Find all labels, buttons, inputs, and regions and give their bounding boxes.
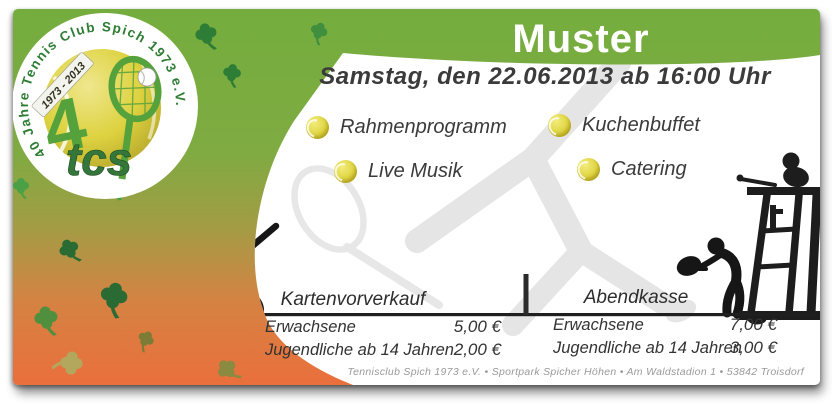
price-row-label: Jugendliche ab 14 Jahren: [265, 341, 454, 359]
club-logo: 40 Jahre Tennis Club Spich 1973 e.V. 4 t…: [13, 13, 198, 199]
logo-racket-icon: [108, 55, 162, 180]
feature-item: Catering: [577, 158, 687, 181]
price-column-header-boxoffice: Abendkasse: [583, 287, 689, 308]
feature-item: Kuchenbuffet: [548, 114, 700, 137]
watermark-racket-icon: [291, 165, 443, 309]
price-row-value: 7,00 €: [729, 315, 777, 334]
feature-item: Rahmenprogramm: [306, 116, 507, 139]
feature-label: Catering: [611, 158, 687, 180]
gradient-frame: [13, 9, 820, 385]
feature-item: Live Musik: [334, 160, 462, 183]
net-post: [523, 274, 529, 315]
logo-club-initials: tcs: [66, 133, 132, 185]
footer-address: Tennisclub Spich 1973 e.V. • Sportpark S…: [347, 366, 804, 378]
player-crouching-icon: [676, 237, 745, 319]
feature-label: Live Musik: [368, 160, 463, 182]
tennis-ball-icon: [577, 158, 600, 181]
price-row-label: Erwachsene: [265, 318, 356, 336]
event-date: Samstag, den 22.06.2013 ab 16:00 Uhr: [319, 63, 771, 90]
table-rule: [255, 313, 817, 317]
tennis-ball-icon: [548, 114, 571, 137]
background-art: 40 Jahre Tennis Club Spich 1973 e.V. 4 t…: [13, 9, 820, 385]
price-row-value: 5,00 €: [453, 317, 501, 336]
tennis-ball-icon: [334, 160, 357, 183]
price-row-value: 3,00 €: [729, 338, 777, 357]
price-row-label: Jugendliche ab 14 Jahren: [553, 339, 742, 357]
watermark-player-icon: [405, 53, 697, 336]
muster-watermark: Muster: [512, 17, 650, 61]
ticket: 40 Jahre Tennis Club Spich 1973 e.V. 4 t…: [13, 9, 820, 385]
price-row-value: 2,00 €: [453, 340, 501, 359]
feature-label: Kuchenbuffet: [582, 114, 700, 136]
price-row-label: Erwachsene: [553, 316, 644, 334]
feature-label: Rahmenprogramm: [340, 116, 507, 138]
tennis-ball-icon: [306, 116, 329, 139]
umpire-chair-icon: [736, 152, 820, 325]
price-column-header-presale: Kartenvorverkauf: [280, 289, 426, 310]
